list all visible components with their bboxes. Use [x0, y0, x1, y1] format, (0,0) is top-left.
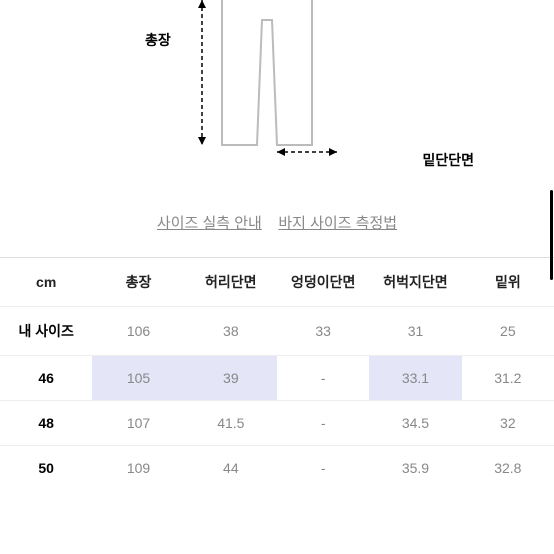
diagram-label-hem: 밑단단면	[422, 150, 474, 170]
pants-measure-link[interactable]: 바지 사이즈 측정법	[278, 215, 397, 232]
cell: 31	[369, 307, 461, 356]
cell: 33	[277, 307, 369, 356]
cell: 32.8	[462, 446, 554, 491]
row-label: 내 사이즈	[0, 307, 92, 356]
col-rise: 밑위	[462, 258, 554, 307]
cell: 39	[185, 356, 277, 401]
table-row: 4610539-33.131.2	[0, 356, 554, 401]
col-unit: cm	[0, 258, 92, 307]
cell: 38	[185, 307, 277, 356]
row-label: 46	[0, 356, 92, 401]
table-row: 내 사이즈10638333125	[0, 307, 554, 356]
col-waist: 허리단면	[185, 258, 277, 307]
size-table: cm 총장 허리단면 엉덩이단면 허벅지단면 밑위 내 사이즈106383331…	[0, 257, 554, 490]
size-guide-link[interactable]: 사이즈 실측 안내	[157, 215, 262, 232]
cell: 33.1	[369, 356, 461, 401]
table-row: 4810741.5-34.532	[0, 401, 554, 446]
cell: 44	[185, 446, 277, 491]
cell: 34.5	[369, 401, 461, 446]
row-label: 50	[0, 446, 92, 491]
cell: -	[277, 401, 369, 446]
pants-diagram: 총장 밑단단면	[0, 0, 554, 200]
diagram-label-length: 총장	[145, 30, 171, 50]
cell: -	[277, 446, 369, 491]
cell: 31.2	[462, 356, 554, 401]
row-label: 48	[0, 401, 92, 446]
scrollbar[interactable]	[550, 190, 553, 280]
cell: 107	[92, 401, 184, 446]
cell: 35.9	[369, 446, 461, 491]
cell: 25	[462, 307, 554, 356]
cell: 106	[92, 307, 184, 356]
col-length: 총장	[92, 258, 184, 307]
cell: 41.5	[185, 401, 277, 446]
cell: 32	[462, 401, 554, 446]
col-thigh: 허벅지단면	[369, 258, 461, 307]
table-header-row: cm 총장 허리단면 엉덩이단면 허벅지단면 밑위	[0, 258, 554, 307]
cell: 105	[92, 356, 184, 401]
pants-svg	[177, 0, 377, 180]
table-row: 5010944-35.932.8	[0, 446, 554, 491]
cell: -	[277, 356, 369, 401]
col-hip: 엉덩이단면	[277, 258, 369, 307]
cell: 109	[92, 446, 184, 491]
help-links: 사이즈 실측 안내 바지 사이즈 측정법	[0, 200, 554, 257]
